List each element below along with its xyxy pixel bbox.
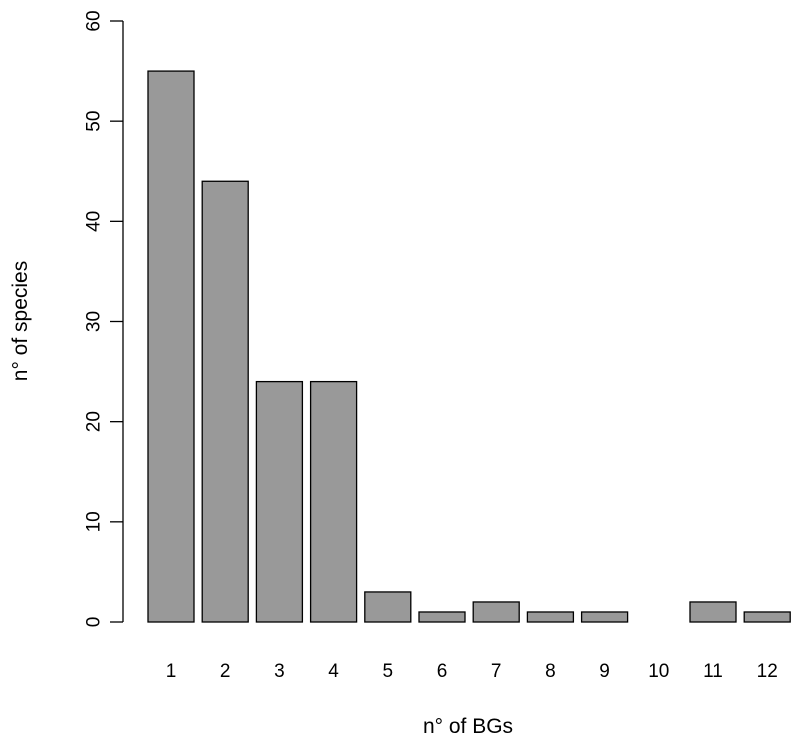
y-tick-label: 50 [84,111,105,132]
y-tick-label: 40 [84,211,105,232]
x-tick-label: 10 [648,661,669,682]
y-tick-label: 30 [84,311,105,332]
bar [472,601,520,623]
bars [147,70,791,623]
bar [201,180,249,623]
bar [364,591,412,623]
x-tick-labels: 1 2 3 4 5 6 7 8 9 10 11 12 [166,661,778,682]
bar [147,70,195,623]
bar [526,611,575,623]
bar [580,611,629,623]
bar [743,611,791,623]
x-tick-label: 4 [328,661,339,682]
x-axis-title: n° of BGs [423,715,513,738]
x-tick-label: 6 [437,661,448,682]
x-tick-label: 12 [757,661,778,682]
x-tick-label: 8 [545,661,556,682]
y-axis: 0 10 20 30 40 50 60 [84,10,124,628]
bar [418,611,466,623]
x-tick-label: 5 [383,661,394,682]
y-axis-title: n° of species [9,261,32,381]
y-tick-label: 0 [84,617,105,628]
bar [309,380,358,623]
x-tick-label: 1 [166,661,177,682]
x-tick-label: 2 [220,661,231,682]
bar [689,601,737,623]
x-tick-label: 7 [491,661,502,682]
bar [255,380,304,623]
x-tick-label: 9 [599,661,610,682]
y-tick-label: 20 [84,411,105,432]
x-tick-label: 3 [274,661,285,682]
x-tick-label: 11 [703,661,723,682]
y-tick-label: 10 [84,511,105,532]
y-tick-label: 60 [84,10,105,31]
